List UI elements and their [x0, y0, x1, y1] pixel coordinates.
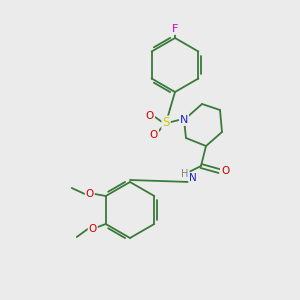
Text: O: O: [85, 189, 94, 199]
Text: N: N: [189, 173, 197, 183]
Text: O: O: [146, 111, 154, 121]
Text: O: O: [88, 224, 97, 234]
Text: N: N: [180, 115, 188, 125]
Text: O: O: [221, 166, 229, 176]
Text: F: F: [172, 24, 178, 34]
Text: S: S: [162, 116, 170, 130]
Text: H: H: [181, 169, 189, 179]
Text: O: O: [150, 130, 158, 140]
